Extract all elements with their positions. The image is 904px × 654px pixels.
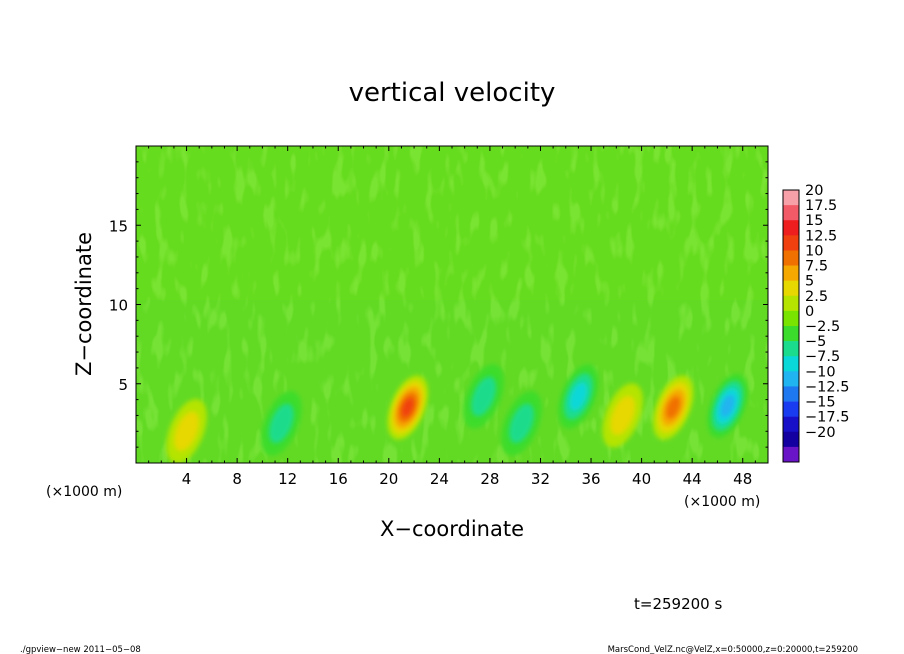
x-tick-label: 44 bbox=[683, 470, 702, 488]
colorbar-swatch bbox=[783, 265, 799, 281]
colorbar-label: 10 bbox=[805, 243, 823, 259]
colorbar-swatch bbox=[783, 401, 799, 417]
colorbar-swatch bbox=[783, 235, 799, 251]
x-tick-label: 48 bbox=[733, 470, 752, 488]
colorbar-swatch bbox=[783, 205, 799, 221]
updraft-cell bbox=[401, 398, 414, 417]
x-tick-label: 36 bbox=[581, 470, 600, 488]
colorbar-swatch bbox=[783, 341, 799, 357]
x-unit-right: (×1000 m) bbox=[684, 494, 760, 510]
colorbar-label: −12.5 bbox=[805, 379, 849, 395]
y-tick-label: 10 bbox=[109, 297, 128, 315]
colorbar-swatch bbox=[783, 250, 799, 266]
colorbar-swatch bbox=[783, 220, 799, 236]
colorbar-frame bbox=[782, 189, 800, 463]
colorbar-label: −17.5 bbox=[805, 410, 849, 426]
x-tick-label: 28 bbox=[480, 470, 499, 488]
downdraft-cell bbox=[720, 394, 735, 418]
x-tick-label: 12 bbox=[278, 470, 297, 488]
chart-title: vertical velocity bbox=[349, 78, 556, 108]
downdraft-cell bbox=[471, 376, 497, 417]
colorbar-swatch bbox=[783, 190, 799, 206]
updraft-cell bbox=[174, 411, 200, 452]
colorbar-swatch bbox=[783, 356, 799, 372]
updraft-cell bbox=[610, 395, 636, 436]
colorbar-label: −20 bbox=[805, 425, 836, 441]
colorbar-label: 7.5 bbox=[805, 259, 828, 275]
x-tick-label: 20 bbox=[379, 470, 398, 488]
x-axis: 4 8 12 16 20 24 28 32 36 40 44 48 bbox=[148, 146, 756, 488]
time-label: t=259200 s bbox=[634, 595, 722, 613]
colorbar-label: −15 bbox=[805, 395, 836, 411]
colorbar-swatch bbox=[783, 310, 799, 327]
colorbar-label: 5 bbox=[805, 274, 814, 290]
feature-layer bbox=[166, 364, 748, 463]
colorbar-swatch bbox=[783, 280, 799, 297]
colorbar-label: 15 bbox=[805, 213, 823, 229]
colorbar-swatch bbox=[783, 371, 799, 387]
y-tick-label: 15 bbox=[109, 217, 128, 235]
y-tick-label: 5 bbox=[118, 376, 128, 394]
colorbar-swatch bbox=[783, 416, 799, 433]
footer-left: ./gpview−new 2011−05−08 bbox=[20, 645, 141, 654]
y-axis-label: Z−coordinate bbox=[72, 232, 96, 376]
x-tick-label: 24 bbox=[430, 470, 449, 488]
colorbar-label: 17.5 bbox=[805, 198, 837, 214]
x-tick-label: 8 bbox=[232, 470, 242, 488]
plot-area bbox=[136, 146, 768, 463]
x-tick-label: 32 bbox=[531, 470, 550, 488]
x-tick-label: 16 bbox=[329, 470, 348, 488]
updraft-cell bbox=[666, 396, 681, 419]
colorbar-swatch bbox=[783, 295, 799, 312]
colorbar-swatch bbox=[783, 386, 799, 402]
colorbar-label: 12.5 bbox=[805, 228, 837, 244]
downdraft-cell bbox=[569, 382, 588, 411]
colorbar-swatch bbox=[783, 446, 799, 463]
colorbar-label: −5 bbox=[805, 334, 826, 350]
footer-right: MarsCond_VelZ.nc@VelZ,x=0:50000,z=0:2000… bbox=[608, 645, 858, 654]
downdraft-cell bbox=[268, 403, 294, 444]
x-unit-left: (×1000 m) bbox=[46, 484, 122, 500]
colorbar-label: −10 bbox=[805, 364, 836, 380]
colorbar-label: −7.5 bbox=[805, 349, 840, 365]
colorbar: 2017.51512.5107.552.50−2.5−5−7.5−10−12.5… bbox=[782, 183, 849, 463]
x-axis-label: X−coordinate bbox=[380, 517, 524, 541]
colorbar-swatch bbox=[783, 431, 799, 448]
colorbar-label: −2.5 bbox=[805, 319, 840, 335]
x-tick-label: 4 bbox=[182, 470, 192, 488]
colorbar-label: 20 bbox=[805, 183, 823, 199]
x-tick-label: 40 bbox=[632, 470, 651, 488]
colorbar-label: 0 bbox=[805, 304, 814, 320]
y-axis: 5 10 15 bbox=[109, 161, 768, 448]
colorbar-label: 2.5 bbox=[805, 289, 828, 305]
downdraft-cell bbox=[509, 403, 534, 444]
colorbar-swatch bbox=[783, 326, 799, 342]
